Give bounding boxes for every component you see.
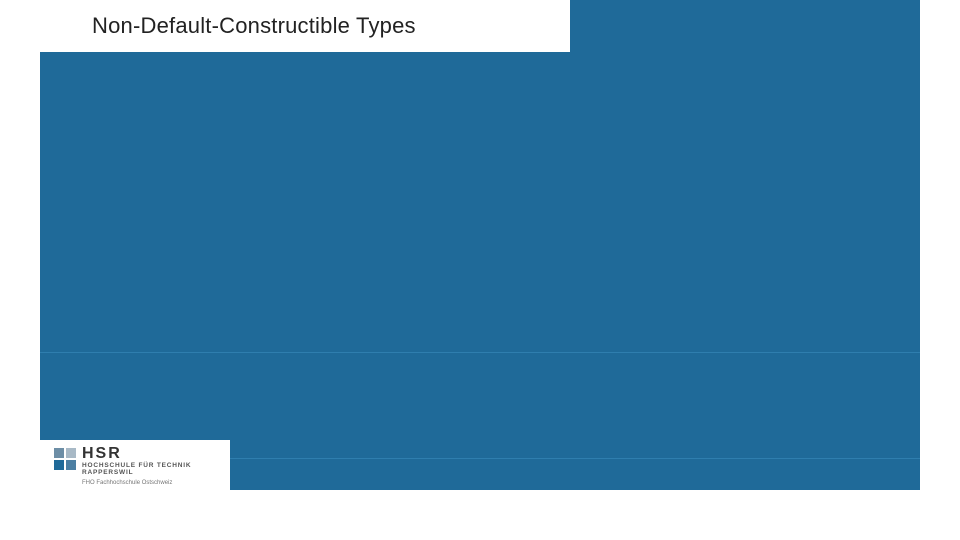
slide-container: Non-Default-Constructible Types HSR HOCH… — [40, 0, 920, 490]
logo-square — [54, 460, 64, 470]
logo-abbr: HSR — [82, 446, 191, 463]
separator-line-1 — [40, 352, 920, 353]
title-band: Non-Default-Constructible Types — [40, 0, 570, 52]
logo-squares-icon — [54, 448, 76, 470]
logo-block: HSR HOCHSCHULE FÜR TECHNIK RAPPERSWIL FH… — [40, 440, 230, 490]
slide-title: Non-Default-Constructible Types — [92, 13, 416, 39]
logo-subline-2: RAPPERSWIL — [82, 470, 191, 477]
logo-square — [66, 460, 76, 470]
logo-row: HSR HOCHSCHULE FÜR TECHNIK RAPPERSWIL — [54, 446, 224, 476]
logo-footer: FHO Fachhochschule Ostschweiz — [82, 480, 224, 486]
logo-square — [54, 448, 64, 458]
logo-square — [66, 448, 76, 458]
logo-text: HSR HOCHSCHULE FÜR TECHNIK RAPPERSWIL — [82, 446, 191, 476]
